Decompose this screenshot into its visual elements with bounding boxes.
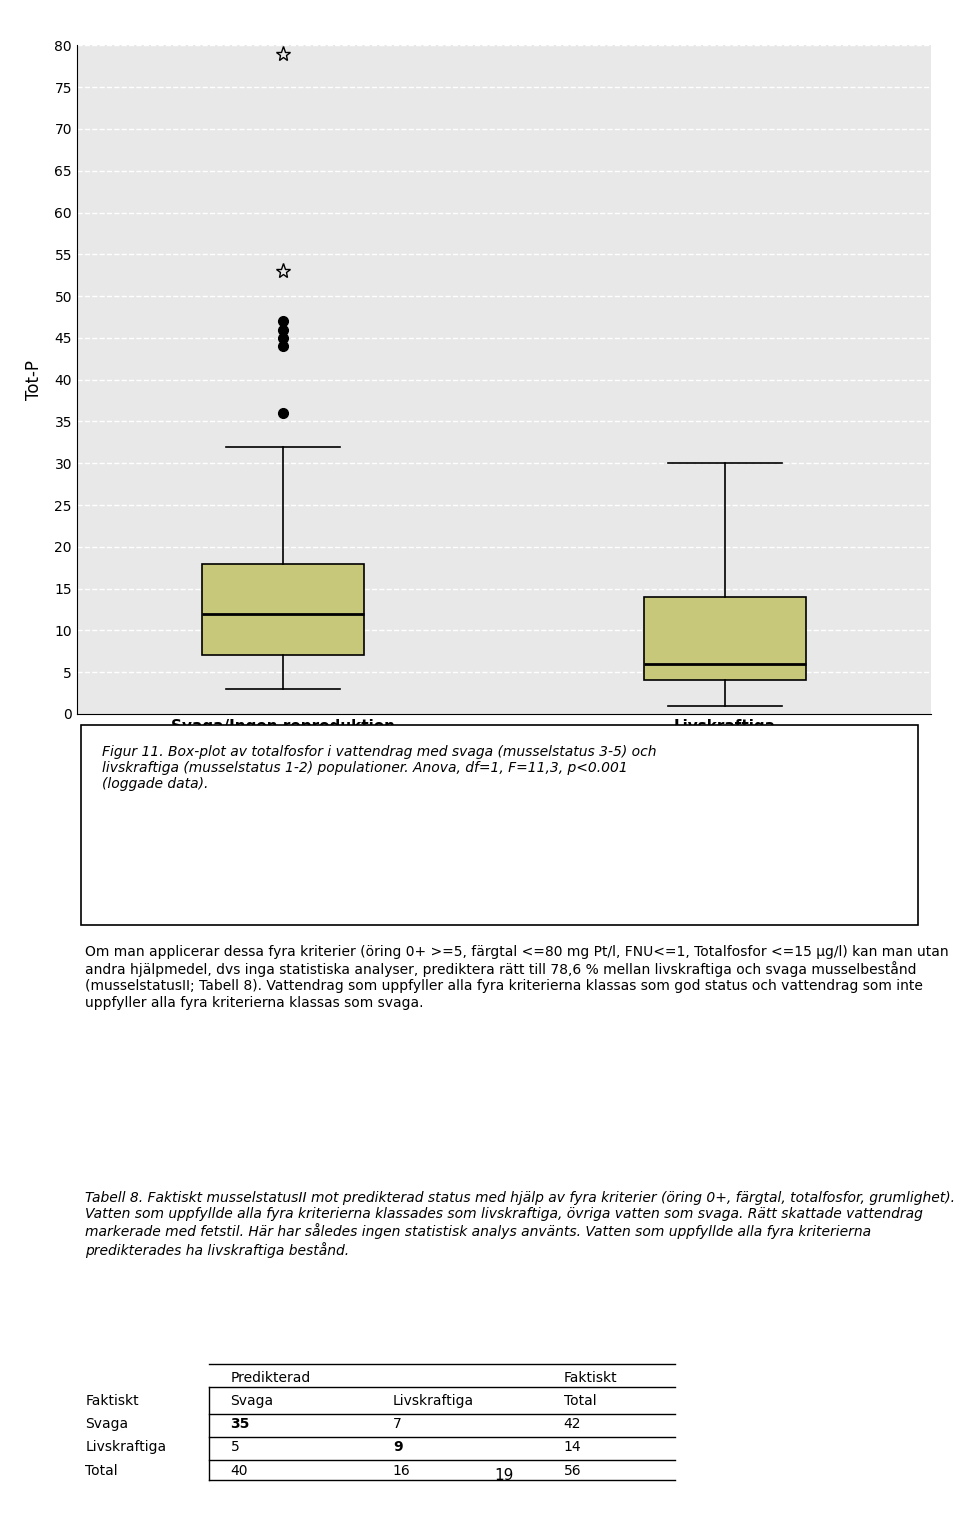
Text: Svaga: Svaga (85, 1418, 129, 1431)
Y-axis label: Tot-P: Tot-P (25, 360, 43, 399)
Text: 5: 5 (230, 1440, 239, 1454)
Text: 19: 19 (494, 1468, 514, 1483)
Text: Livskraftiga: Livskraftiga (85, 1440, 166, 1454)
X-axis label: MusselstatusII: MusselstatusII (431, 744, 577, 763)
Text: Svaga: Svaga (230, 1395, 274, 1409)
Text: Tabell 8. Faktiskt musselstatusII mot predikterad status med hjälp av fyra krite: Tabell 8. Faktiskt musselstatusII mot pr… (85, 1191, 955, 1257)
Text: 7: 7 (393, 1418, 401, 1431)
Text: Total: Total (564, 1395, 596, 1409)
Text: 56: 56 (564, 1463, 582, 1478)
Text: Faktiskt: Faktiskt (564, 1371, 617, 1386)
Text: Total: Total (85, 1463, 118, 1478)
Text: 42: 42 (564, 1418, 582, 1431)
Text: 40: 40 (230, 1463, 248, 1478)
Text: Predikterad: Predikterad (230, 1371, 311, 1386)
Text: Om man applicerar dessa fyra kriterier (öring 0+ >=5, färgtal <=80 mg Pt/l, FNU<: Om man applicerar dessa fyra kriterier (… (85, 944, 949, 1009)
FancyBboxPatch shape (81, 725, 919, 926)
Text: 16: 16 (393, 1463, 411, 1478)
FancyBboxPatch shape (202, 563, 364, 655)
Text: 9: 9 (393, 1440, 402, 1454)
Text: 35: 35 (230, 1418, 250, 1431)
Text: Figur 11. Box-plot av totalfosfor i vattendrag med svaga (musselstatus 3-5) och
: Figur 11. Box-plot av totalfosfor i vatt… (103, 744, 657, 791)
Text: Livskraftiga: Livskraftiga (393, 1395, 474, 1409)
Text: 14: 14 (564, 1440, 582, 1454)
FancyBboxPatch shape (644, 598, 806, 681)
Text: Faktiskt: Faktiskt (85, 1395, 139, 1409)
